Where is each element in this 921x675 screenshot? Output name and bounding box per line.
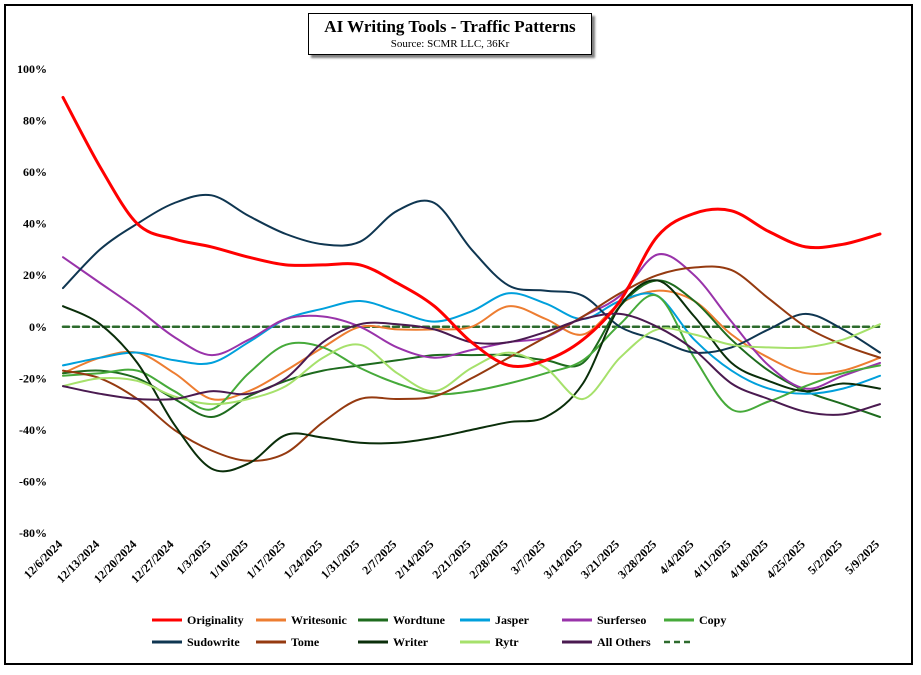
series-line-wordtune: [62, 279, 881, 419]
y-tick-label: -80%: [19, 526, 47, 540]
legend-item-rytr: Rytr: [460, 635, 519, 649]
series-line-surferseo: [62, 253, 881, 390]
y-tick-label: 80%: [23, 114, 47, 128]
legend-item-wordtune: Wordtune: [358, 613, 446, 627]
chart-title: AI Writing Tools - Traffic Patterns: [324, 17, 576, 36]
series-line-copy: [62, 294, 881, 413]
series-line-originality: [61, 95, 882, 369]
y-tick-label: 100%: [17, 62, 47, 76]
x-tick-label: 1/17/2025: [244, 537, 288, 581]
chart-frame: [4, 4, 913, 665]
x-tick-label: 3/28/2025: [615, 537, 659, 581]
legend-item-sudowrite: Sudowrite: [152, 635, 240, 649]
legend-item-copy: Copy: [664, 613, 726, 627]
series-line-tome: [62, 265, 881, 462]
chart-subtitle: Source: SCMR LLC, 36Kr: [390, 38, 510, 50]
x-tick-label: 1/24/2025: [281, 537, 325, 581]
y-tick-label: -40%: [19, 423, 47, 437]
series-line-sudowrite: [62, 193, 881, 354]
x-tick-label: 1/31/2025: [318, 537, 362, 581]
legend-label: Jasper: [495, 613, 530, 627]
x-tick-label: 4/25/2025: [764, 537, 808, 581]
legend-label: All Others: [597, 635, 651, 649]
x-tick-label: 3/21/2025: [578, 537, 622, 581]
legend-label: Surferseo: [597, 613, 646, 627]
legend-item-originality: Originality: [152, 613, 244, 627]
legend-label: Originality: [187, 613, 244, 627]
series-line-jasper: [62, 292, 881, 395]
y-tick-label: -20%: [19, 371, 47, 385]
legend-item-writesonic: Writesonic: [256, 613, 347, 627]
x-tick-label: 1/10/2025: [206, 537, 250, 581]
y-tick-label: -60%: [19, 474, 47, 488]
legend-label: Writer: [393, 635, 429, 649]
legend-label: Sudowrite: [187, 635, 240, 649]
legend-item-writer: Writer: [358, 635, 429, 649]
x-tick-label: 5/2/2025: [805, 537, 845, 577]
x-tick-label: 4/18/2025: [726, 537, 770, 581]
chart-title-box: AI Writing Tools - Traffic Patterns Sour…: [308, 13, 592, 55]
y-tick-label: 60%: [23, 165, 47, 179]
legend-item-all-others: All Others: [562, 635, 651, 649]
x-tick-label: 2/14/2025: [392, 537, 436, 581]
x-tick-label: 2/21/2025: [429, 537, 473, 581]
legend-label: Copy: [699, 613, 726, 627]
legend-item-surferseo: Surferseo: [562, 613, 646, 627]
legend-label: Writesonic: [291, 613, 347, 627]
series-line-writer: [62, 279, 881, 473]
y-tick-label: 20%: [23, 268, 47, 282]
x-tick-label: 3/14/2025: [541, 537, 585, 581]
legend-label: Wordtune: [393, 613, 446, 627]
x-tick-label: 5/9/2025: [842, 537, 882, 577]
legend-label: Tome: [291, 635, 320, 649]
x-tick-label: 2/28/2025: [466, 537, 510, 581]
legend-item-jasper: Jasper: [460, 613, 530, 627]
legend-label: Rytr: [495, 635, 519, 649]
legend-item-tome: Tome: [256, 635, 320, 649]
y-tick-label: 40%: [23, 217, 47, 231]
y-tick-label: 0%: [29, 320, 47, 334]
x-tick-label: 4/11/2025: [690, 537, 734, 581]
series-line-rytr: [62, 323, 881, 406]
